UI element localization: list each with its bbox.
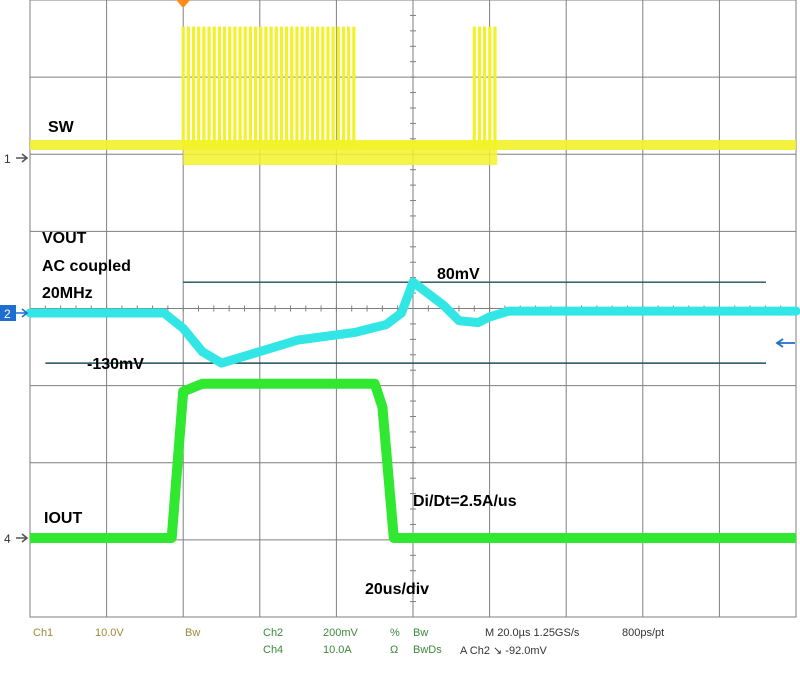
channel-markers: 1 2 4: [0, 0, 795, 546]
ch2-scale: 200mV: [323, 627, 358, 639]
vout-bandwidth-label: 20MHz: [42, 285, 93, 302]
ch1-bw: Bw: [185, 627, 201, 639]
channel-marker-label: 4: [4, 532, 11, 546]
ch1-label: Ch1: [33, 627, 54, 639]
iout-label: IOUT: [44, 510, 82, 527]
channel-marker-arrow: [16, 308, 29, 318]
ch2-bw: Bw: [413, 627, 429, 639]
level-markers: [45, 281, 766, 364]
ch2-label: Ch2: [263, 627, 284, 639]
timebase-label: 20us/div: [365, 581, 429, 598]
vout-label: VOUT: [42, 230, 87, 247]
didt-label: Di/Dt=2.5A/us: [413, 493, 517, 510]
channel-marker-label: 1: [4, 152, 11, 166]
ch4-bw: BwDs: [413, 644, 442, 656]
trigger-settings: A Ch2 ↘ -92.0mV: [460, 645, 547, 657]
vout-trace: [25, 277, 800, 368]
channel-marker-label: 2: [4, 307, 11, 321]
ch4-coupling: Ω: [390, 644, 399, 656]
vneg-label: -130mV: [87, 356, 144, 373]
channel-marker-arrow: [16, 153, 29, 163]
iout-trace: [30, 378, 796, 543]
ch4-label: Ch4: [263, 644, 284, 656]
ch2-coupling: %: [390, 627, 400, 639]
trigger-position-marker: [176, 0, 191, 8]
sw-label: SW: [48, 119, 75, 136]
vout-coupling-label: AC coupled: [42, 258, 131, 275]
ch1-scale: 10.0V: [95, 627, 124, 639]
record-settings: 800ps/pt: [622, 627, 665, 639]
horizontal-settings: M 20.0µs 1.25GS/s: [485, 627, 580, 639]
trigger-level-arrow: [775, 338, 795, 348]
ch4-scale: 10.0A: [323, 644, 352, 656]
channel-2-tag: [0, 305, 16, 321]
vpos-label: 80mV: [437, 266, 480, 283]
sw-burst-floor: [183, 141, 498, 165]
waveform-traces: [25, 26, 800, 543]
channel-marker-arrow: [16, 533, 29, 543]
